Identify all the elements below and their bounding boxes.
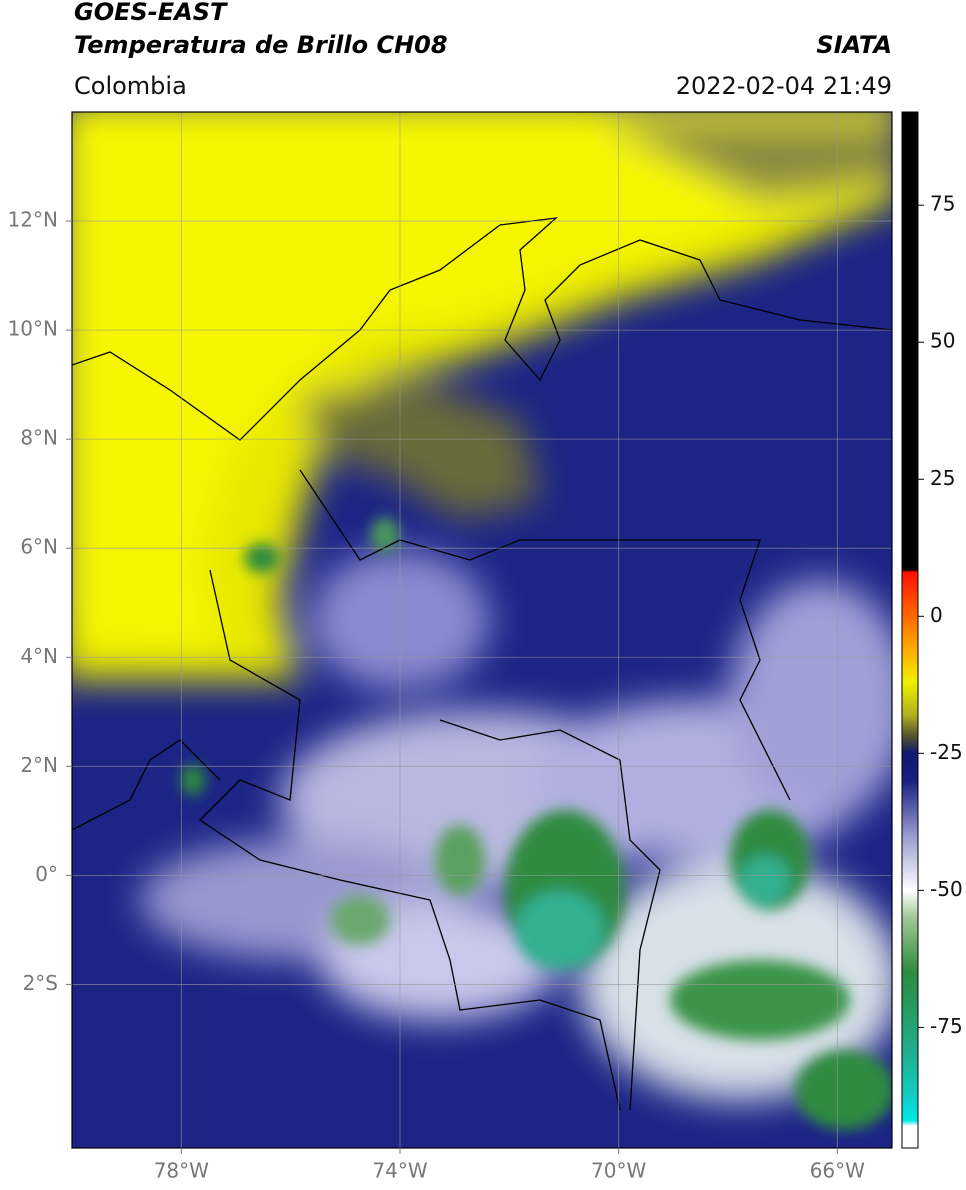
satellite-image <box>72 112 892 1148</box>
datetime: 2022-02-04 21:49 <box>676 72 892 100</box>
x-tick-label: 74°W <box>372 1159 427 1183</box>
colorbar-tick-label: -25 <box>930 740 963 764</box>
y-tick-label: 6°N <box>20 535 58 559</box>
y-tick-label: 8°N <box>20 426 58 450</box>
colorbar-tick-label: 25 <box>930 466 955 490</box>
x-tick-label: 66°W <box>810 1159 865 1183</box>
y-tick-label: 4°N <box>20 644 58 668</box>
colorbar <box>901 111 919 1149</box>
subtitle: Temperatura de Brillo CH08 <box>74 31 448 59</box>
title: GOES-EAST <box>74 0 228 26</box>
x-tick-label: 78°W <box>154 1159 209 1183</box>
y-tick-label: 10°N <box>8 317 58 341</box>
y-tick-label: 2°S <box>23 971 58 995</box>
y-tick-label: 2°N <box>20 753 58 777</box>
y-tick-label: 0° <box>35 862 58 886</box>
source: SIATA <box>816 31 892 59</box>
x-tick-label: 70°W <box>591 1159 646 1183</box>
region: Colombia <box>74 72 187 100</box>
y-tick-label: 12°N <box>8 208 58 232</box>
graticule <box>72 112 892 1148</box>
colorbar-tick-label: -50 <box>930 877 963 901</box>
map-frame <box>71 111 893 1149</box>
colorbar-tick-label: 0 <box>930 603 943 627</box>
colorbar-tick-label: 50 <box>930 329 955 353</box>
colorbar-tick-label: -75 <box>930 1014 963 1038</box>
colorbar-tick-label: 75 <box>930 192 955 216</box>
